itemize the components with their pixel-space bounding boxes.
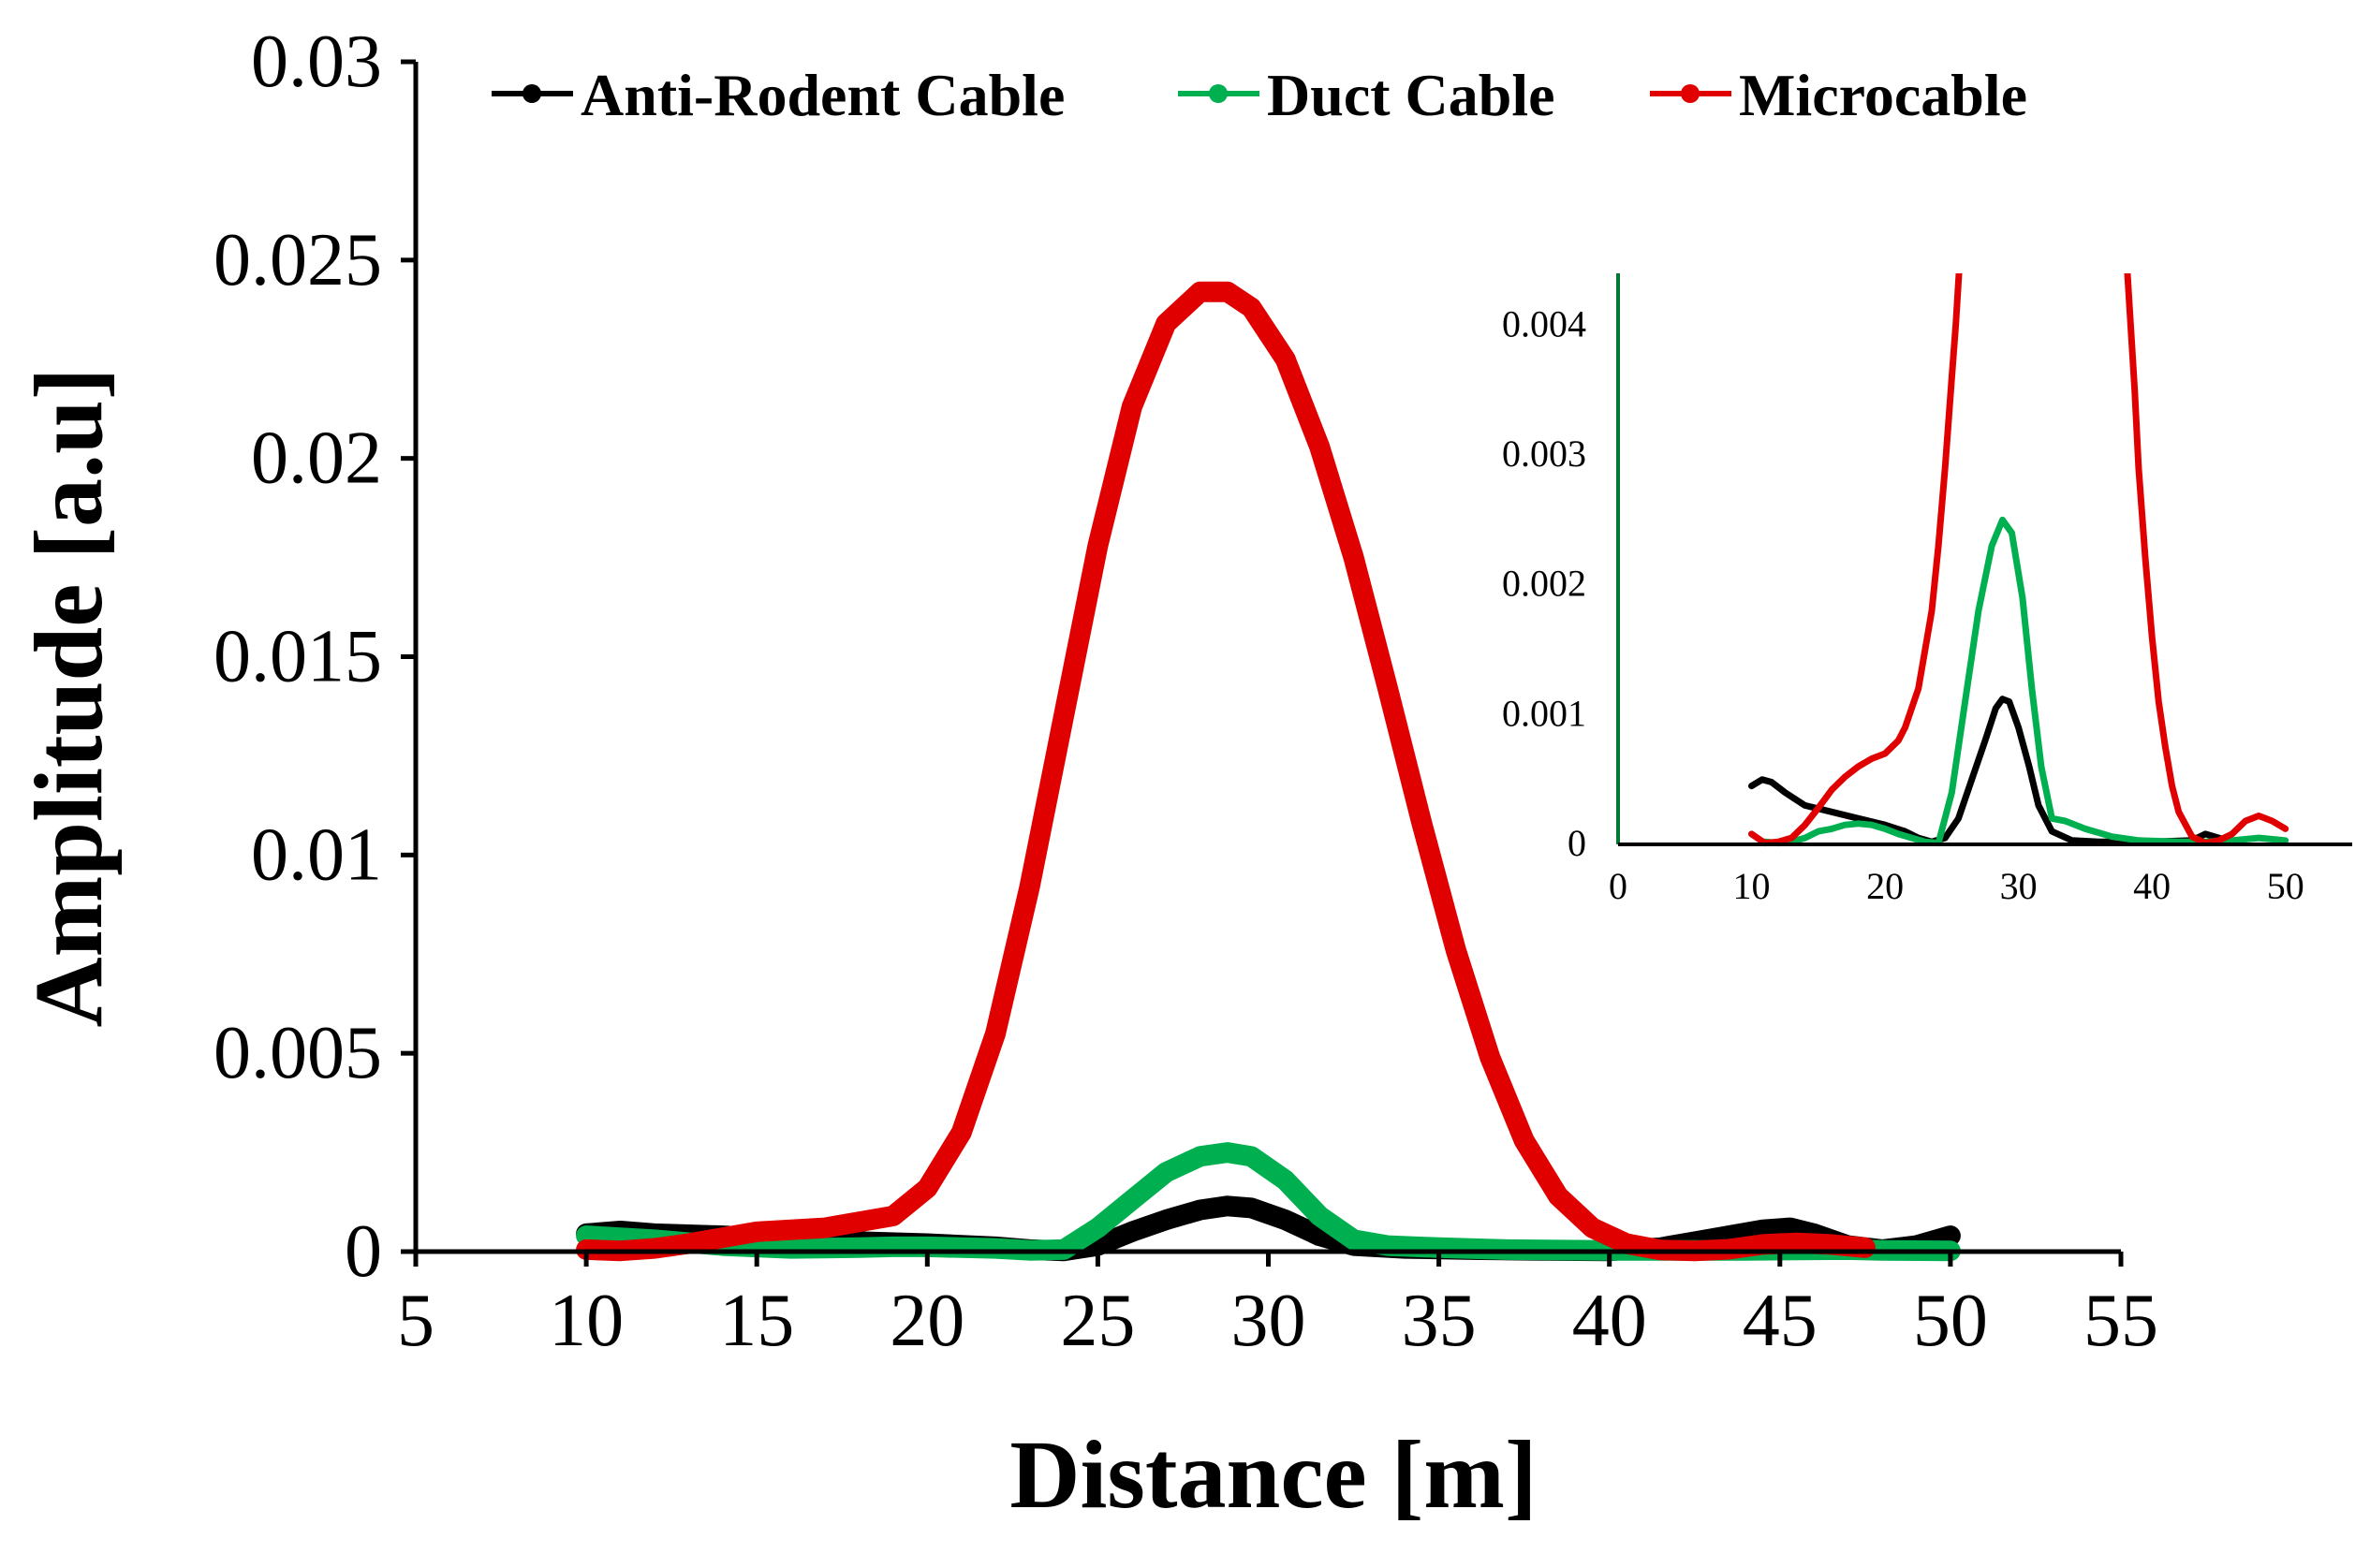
main-x-tick-label: 40	[1572, 1280, 1647, 1362]
legend: Anti-Rodent Cable Duct Cable Microcable	[492, 62, 2027, 128]
main-x-tick-label: 10	[549, 1280, 624, 1362]
legend-label-microcable: Microcable	[1739, 62, 2027, 128]
inset-x-tick-label: 0	[1609, 865, 1627, 907]
legend-item-anti-rodent: Anti-Rodent Cable	[492, 62, 1065, 128]
inset-series-line-anti-rodent-cable	[1748, 696, 2236, 845]
main-x-tick-label: 50	[1913, 1280, 1988, 1362]
inset-chart: 0 0.001 0.002 0.003 0.004 0 10 20 30 40 50	[1502, 273, 2352, 907]
main-x-tick-label: 55	[2083, 1280, 2158, 1362]
main-x-tick-label: 35	[1402, 1280, 1477, 1362]
main-y-tick-label: 0.02	[251, 418, 382, 500]
inset-x-tick-label: 30	[2000, 865, 2038, 907]
inset-series-line-duct-cable	[1761, 516, 2289, 847]
main-x-tick-label: 20	[890, 1280, 964, 1362]
main-x-tick-label: 30	[1231, 1280, 1306, 1362]
legend-marker-anti-rodent	[523, 84, 541, 103]
legend-item-microcable: Microcable	[1650, 62, 2027, 128]
inset-series-line-microcable	[1748, 273, 2289, 847]
main-y-tick-label: 0.03	[251, 21, 382, 103]
inset-x-tick-label: 10	[1733, 865, 1771, 907]
main-axes: 0 0.005 0.01 0.015 0.02 0.025 0.03 5 10 15 20 25 30 3…	[213, 21, 2158, 1362]
inset-y-tick-label: 0.003	[1502, 432, 1586, 475]
y-axis-title: Amplitude [a.u]	[15, 368, 123, 1028]
main-y-tick-label: 0.015	[213, 616, 382, 698]
legend-marker-microcable	[1681, 84, 1700, 103]
inset-y-tick-label: 0.001	[1502, 692, 1586, 734]
x-axis-title: Distance [m]	[1009, 1421, 1537, 1529]
main-y-tick-label: 0	[345, 1210, 382, 1293]
legend-label-anti-rodent: Anti-Rodent Cable	[581, 62, 1065, 128]
inset-y-tick-label: 0.002	[1502, 563, 1586, 605]
inset-x-tick-label: 50	[2267, 865, 2304, 907]
inset-y-tick-label: 0	[1568, 822, 1586, 864]
inset-axes: 0 0.001 0.002 0.003 0.004 0 10 20 30 40 50	[1502, 273, 2352, 907]
main-x-tick-label: 5	[397, 1280, 434, 1362]
inset-x-tick-label: 20	[1866, 865, 1904, 907]
legend-marker-duct	[1209, 84, 1228, 103]
main-x-tick-label: 15	[719, 1280, 794, 1362]
main-x-tick-label: 45	[1743, 1280, 1818, 1362]
main-y-tick-label: 0.025	[213, 219, 382, 301]
legend-label-duct: Duct Cable	[1267, 62, 1555, 128]
main-y-tick-label: 0.005	[213, 1012, 382, 1094]
main-y-tick-label: 0.01	[251, 813, 382, 896]
inset-x-tick-label: 40	[2133, 865, 2171, 907]
inset-y-tick-label: 0.004	[1502, 302, 1586, 344]
inset-series-group	[1748, 273, 2289, 847]
legend-item-duct: Duct Cable	[1178, 62, 1555, 128]
main-x-tick-label: 25	[1060, 1280, 1135, 1362]
